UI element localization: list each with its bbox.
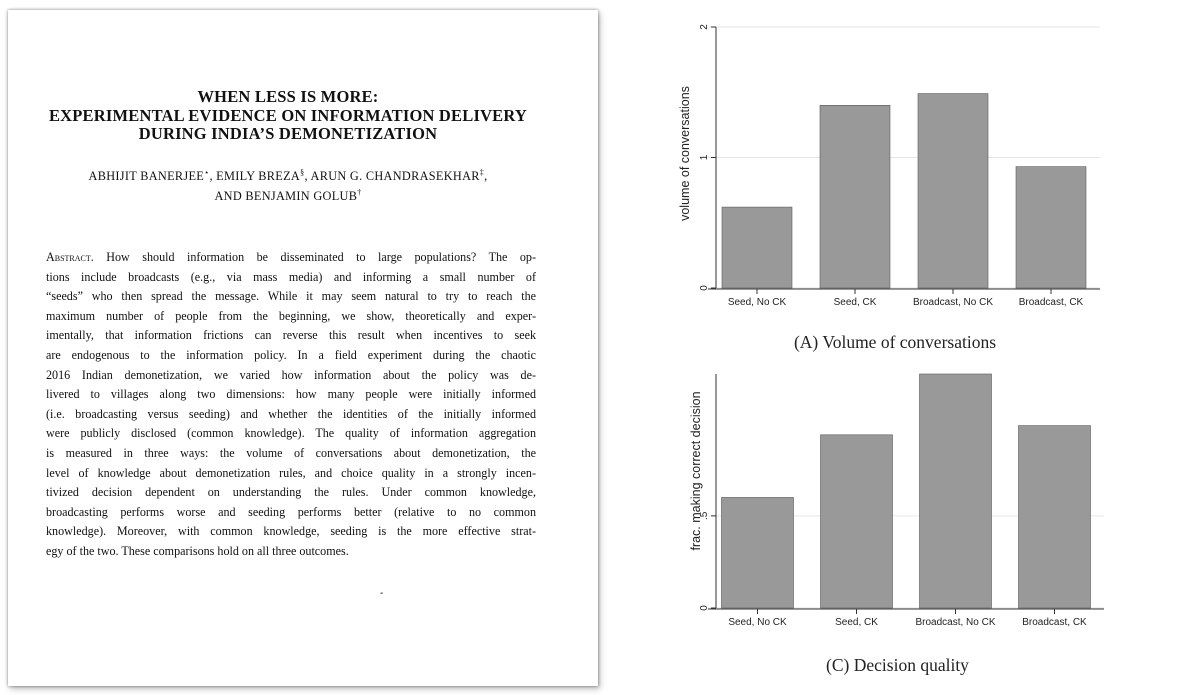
y-tick-label: .5 (699, 511, 710, 520)
title-line-2: EXPERIMENTAL EVIDENCE ON INFORMATION DEL… (48, 105, 528, 125)
y-axis-label: frac. making correct decision (689, 391, 703, 550)
y-tick-label: 0 (699, 605, 710, 611)
abstract-line: maximum number of people from the beginn… (46, 308, 536, 323)
chart-c-caption-text: Decision quality (853, 655, 969, 675)
x-tick-label: Broadcast, CK (1019, 297, 1084, 308)
chart-a-caption-label: (A) (793, 332, 819, 352)
x-tick-label: Seed, No CK (728, 617, 787, 628)
bar (721, 206, 793, 289)
bar (917, 93, 989, 289)
y-tick-label: 1 (699, 154, 710, 160)
y-tick-label: 2 (699, 24, 710, 30)
author-4-mark: † (357, 188, 362, 197)
x-tick-label: Broadcast, No CK (913, 297, 993, 308)
abstract-text: How should information be disseminated t… (93, 250, 536, 264)
y-tick-label: 0 (699, 285, 710, 291)
bar (721, 497, 794, 609)
author-2: , EMILY BREZA (209, 169, 301, 183)
x-tick-label: Seed, No CK (728, 297, 787, 308)
abstract: Abstract. How should information be diss… (46, 248, 536, 562)
author-3: , ARUN G. CHANDRASEKHAR (304, 169, 480, 183)
y-axis-label: volume of conversations (678, 86, 692, 221)
author-4: AND BENJAMIN GOLUB (214, 189, 358, 203)
x-tick-label: Broadcast, CK (1022, 617, 1087, 628)
bar (1015, 166, 1087, 289)
abstract-line: is measured in three ways: the volume of… (46, 445, 536, 460)
chart-a-caption: (A) Volume of conversations (720, 332, 1070, 353)
abstract-line: livered to villages along two dimensions… (46, 387, 536, 402)
footnote-mark: - (380, 588, 384, 599)
x-tick-label: Seed, CK (834, 297, 877, 308)
x-tick-label: Broadcast, No CK (915, 617, 995, 628)
chart-a-caption-text: Volume of conversations (822, 332, 997, 352)
bar (919, 373, 992, 609)
chart-a-svg: 0 1 2 volume of conversations Seed, No CK See… (678, 24, 1100, 308)
bar (819, 105, 891, 289)
author-1-mark: ⋆ (204, 168, 210, 177)
bar (820, 434, 893, 609)
abstract-line: tions include broadcasts (e.g., via mass… (46, 269, 536, 284)
title-line-3: DURING INDIA’S DEMONETIZATION (138, 124, 438, 143)
abstract-line: egy of the two. These comparisons hold o… (46, 543, 349, 558)
abstract-line: (i.e. broadcasting versus seeding) and w… (46, 406, 536, 421)
authors-line-1: ABHIJIT BANERJEE⋆, EMILY BREZA§, ARUN G.… (8, 166, 568, 186)
abstract-line: are endogenous to the information policy… (46, 347, 536, 362)
abstract-line: imentally, that information frictions ca… (46, 328, 536, 343)
x-tick-label: Seed, CK (835, 617, 878, 628)
authors: ABHIJIT BANERJEE⋆, EMILY BREZA§, ARUN G.… (8, 166, 568, 206)
abstract-line: level of knowledge about demonetization … (46, 465, 536, 480)
author-1: ABHIJIT BANERJEE (88, 169, 205, 183)
abstract-line: knowledge). Moreover, with common knowle… (46, 524, 536, 539)
chart-volume-of-conversations: 0 1 2 volume of conversations Seed, No CK See… (670, 14, 1110, 319)
paper-title: WHEN LESS IS MORE: EXPERIMENTAL EVIDENCE… (8, 87, 568, 144)
abstract-line: Abstract. How should information be diss… (46, 248, 536, 268)
chart-decision-quality: 0 .5 frac. making correct decision Seed, No… (670, 364, 1115, 636)
abstract-heading: Abstract. (46, 250, 94, 264)
abstract-line: broadcasting performs worse and seeding … (46, 504, 536, 519)
abstract-line: 2016 Indian demonetization, we varied ho… (46, 367, 536, 382)
author-sep: , (484, 169, 488, 183)
bar (1018, 425, 1091, 609)
abstract-line: were publicly disclosed (common knowledg… (46, 426, 536, 441)
chart-c-caption-label: (C) (826, 655, 850, 675)
author-3-mark: ‡ (479, 168, 485, 177)
abstract-line: “seeds” who then spread the message. Whi… (46, 289, 536, 304)
paper-page: WHEN LESS IS MORE: EXPERIMENTAL EVIDENCE… (8, 10, 598, 686)
chart-c-caption: (C) Decision quality (725, 655, 1070, 676)
authors-line-2: AND BENJAMIN GOLUB† (8, 186, 568, 206)
abstract-line: tivized decision dependent on understand… (46, 485, 536, 500)
title-line-1: WHEN LESS IS MORE: (197, 87, 379, 106)
author-2-mark: § (300, 168, 305, 177)
